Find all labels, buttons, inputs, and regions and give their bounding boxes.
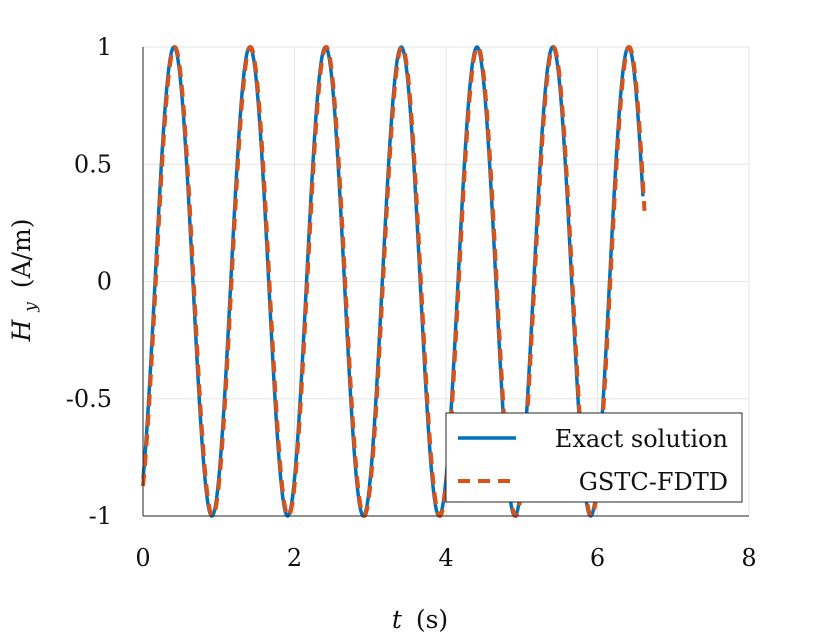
legend: Exact solution GSTC-FDTD <box>445 412 743 503</box>
x-tick-labels: 0 2 4 6 8 <box>135 544 756 572</box>
series-layer <box>141 45 647 518</box>
y-axis-label-subscript: y <box>21 302 41 313</box>
y-axis-label-symbol: H <box>7 319 36 343</box>
y-tick-label: 0 <box>97 268 112 296</box>
y-tick-label: 1 <box>97 33 112 61</box>
y-tick-label: -1 <box>89 502 112 530</box>
x-tick-label: 0 <box>135 544 150 572</box>
y-axis-label-unit: (A/m) <box>7 218 36 288</box>
legend-label-gstc-fdtd: GSTC-FDTD <box>579 468 728 496</box>
axes <box>142 47 749 517</box>
legend-box <box>445 412 743 503</box>
series-line-gstc-fdtd <box>141 45 647 518</box>
y-tick-labels: 1 0.5 0 -0.5 -1 <box>66 33 112 530</box>
x-tick-label: 4 <box>438 544 453 572</box>
x-axis-label-symbol: t <box>392 605 403 634</box>
x-axis-label: t (s) <box>392 605 448 634</box>
x-axis-label-unit: (s) <box>416 605 448 634</box>
x-tick-label: 2 <box>287 544 302 572</box>
x-tick-label: 8 <box>741 544 756 572</box>
y-tick-label: -0.5 <box>66 385 112 413</box>
legend-label-exact-solution: Exact solution <box>555 425 728 453</box>
y-axis-label: H y (A/m) <box>7 218 42 342</box>
y-tick-label: 0.5 <box>74 150 112 178</box>
x-tick-label: 6 <box>590 544 605 572</box>
